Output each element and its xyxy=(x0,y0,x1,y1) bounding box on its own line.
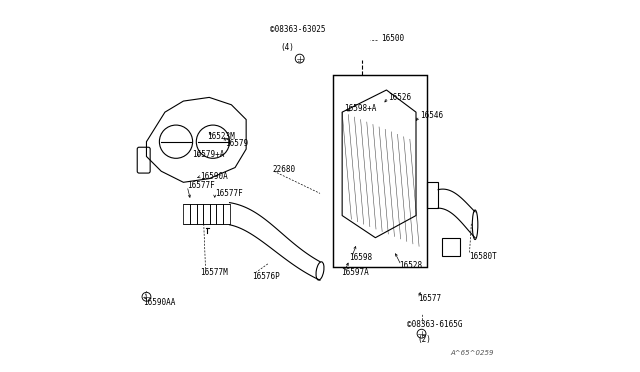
Text: 16577: 16577 xyxy=(418,294,441,303)
Text: 16500: 16500 xyxy=(381,34,404,43)
Bar xyxy=(216,203,223,224)
Bar xyxy=(210,203,216,224)
Bar xyxy=(427,182,438,208)
Text: 16526: 16526 xyxy=(388,93,412,102)
Text: 16546: 16546 xyxy=(420,111,443,121)
Text: 16579: 16579 xyxy=(225,139,248,148)
Text: 16528: 16528 xyxy=(399,261,422,270)
Bar xyxy=(184,203,190,224)
Text: A^65^0259: A^65^0259 xyxy=(450,350,493,356)
Text: 16580T: 16580T xyxy=(470,251,497,261)
Text: 16579+A: 16579+A xyxy=(193,150,225,159)
Bar xyxy=(203,203,210,224)
Bar xyxy=(223,203,230,224)
Text: ©08363-63025: ©08363-63025 xyxy=(270,25,326,33)
Text: 16598+A: 16598+A xyxy=(344,104,376,113)
Text: 16590A: 16590A xyxy=(200,172,228,181)
Text: (2): (2) xyxy=(418,336,432,344)
Text: 16577M: 16577M xyxy=(200,268,228,277)
Text: 16523M: 16523M xyxy=(207,132,235,141)
Bar xyxy=(190,203,196,224)
Text: ©08363-6165G: ©08363-6165G xyxy=(407,320,462,329)
Text: 16576P: 16576P xyxy=(252,272,280,281)
Bar xyxy=(333,75,427,267)
Text: 16597A: 16597A xyxy=(341,268,369,277)
Text: 16598: 16598 xyxy=(349,253,372,263)
Text: 22680: 22680 xyxy=(272,165,295,174)
Text: (4): (4) xyxy=(280,43,294,52)
Text: 16577F: 16577F xyxy=(215,189,243,198)
Text: 16577F: 16577F xyxy=(187,182,215,190)
Bar xyxy=(442,238,460,256)
Text: 16590AA: 16590AA xyxy=(143,298,175,307)
Bar xyxy=(196,203,203,224)
